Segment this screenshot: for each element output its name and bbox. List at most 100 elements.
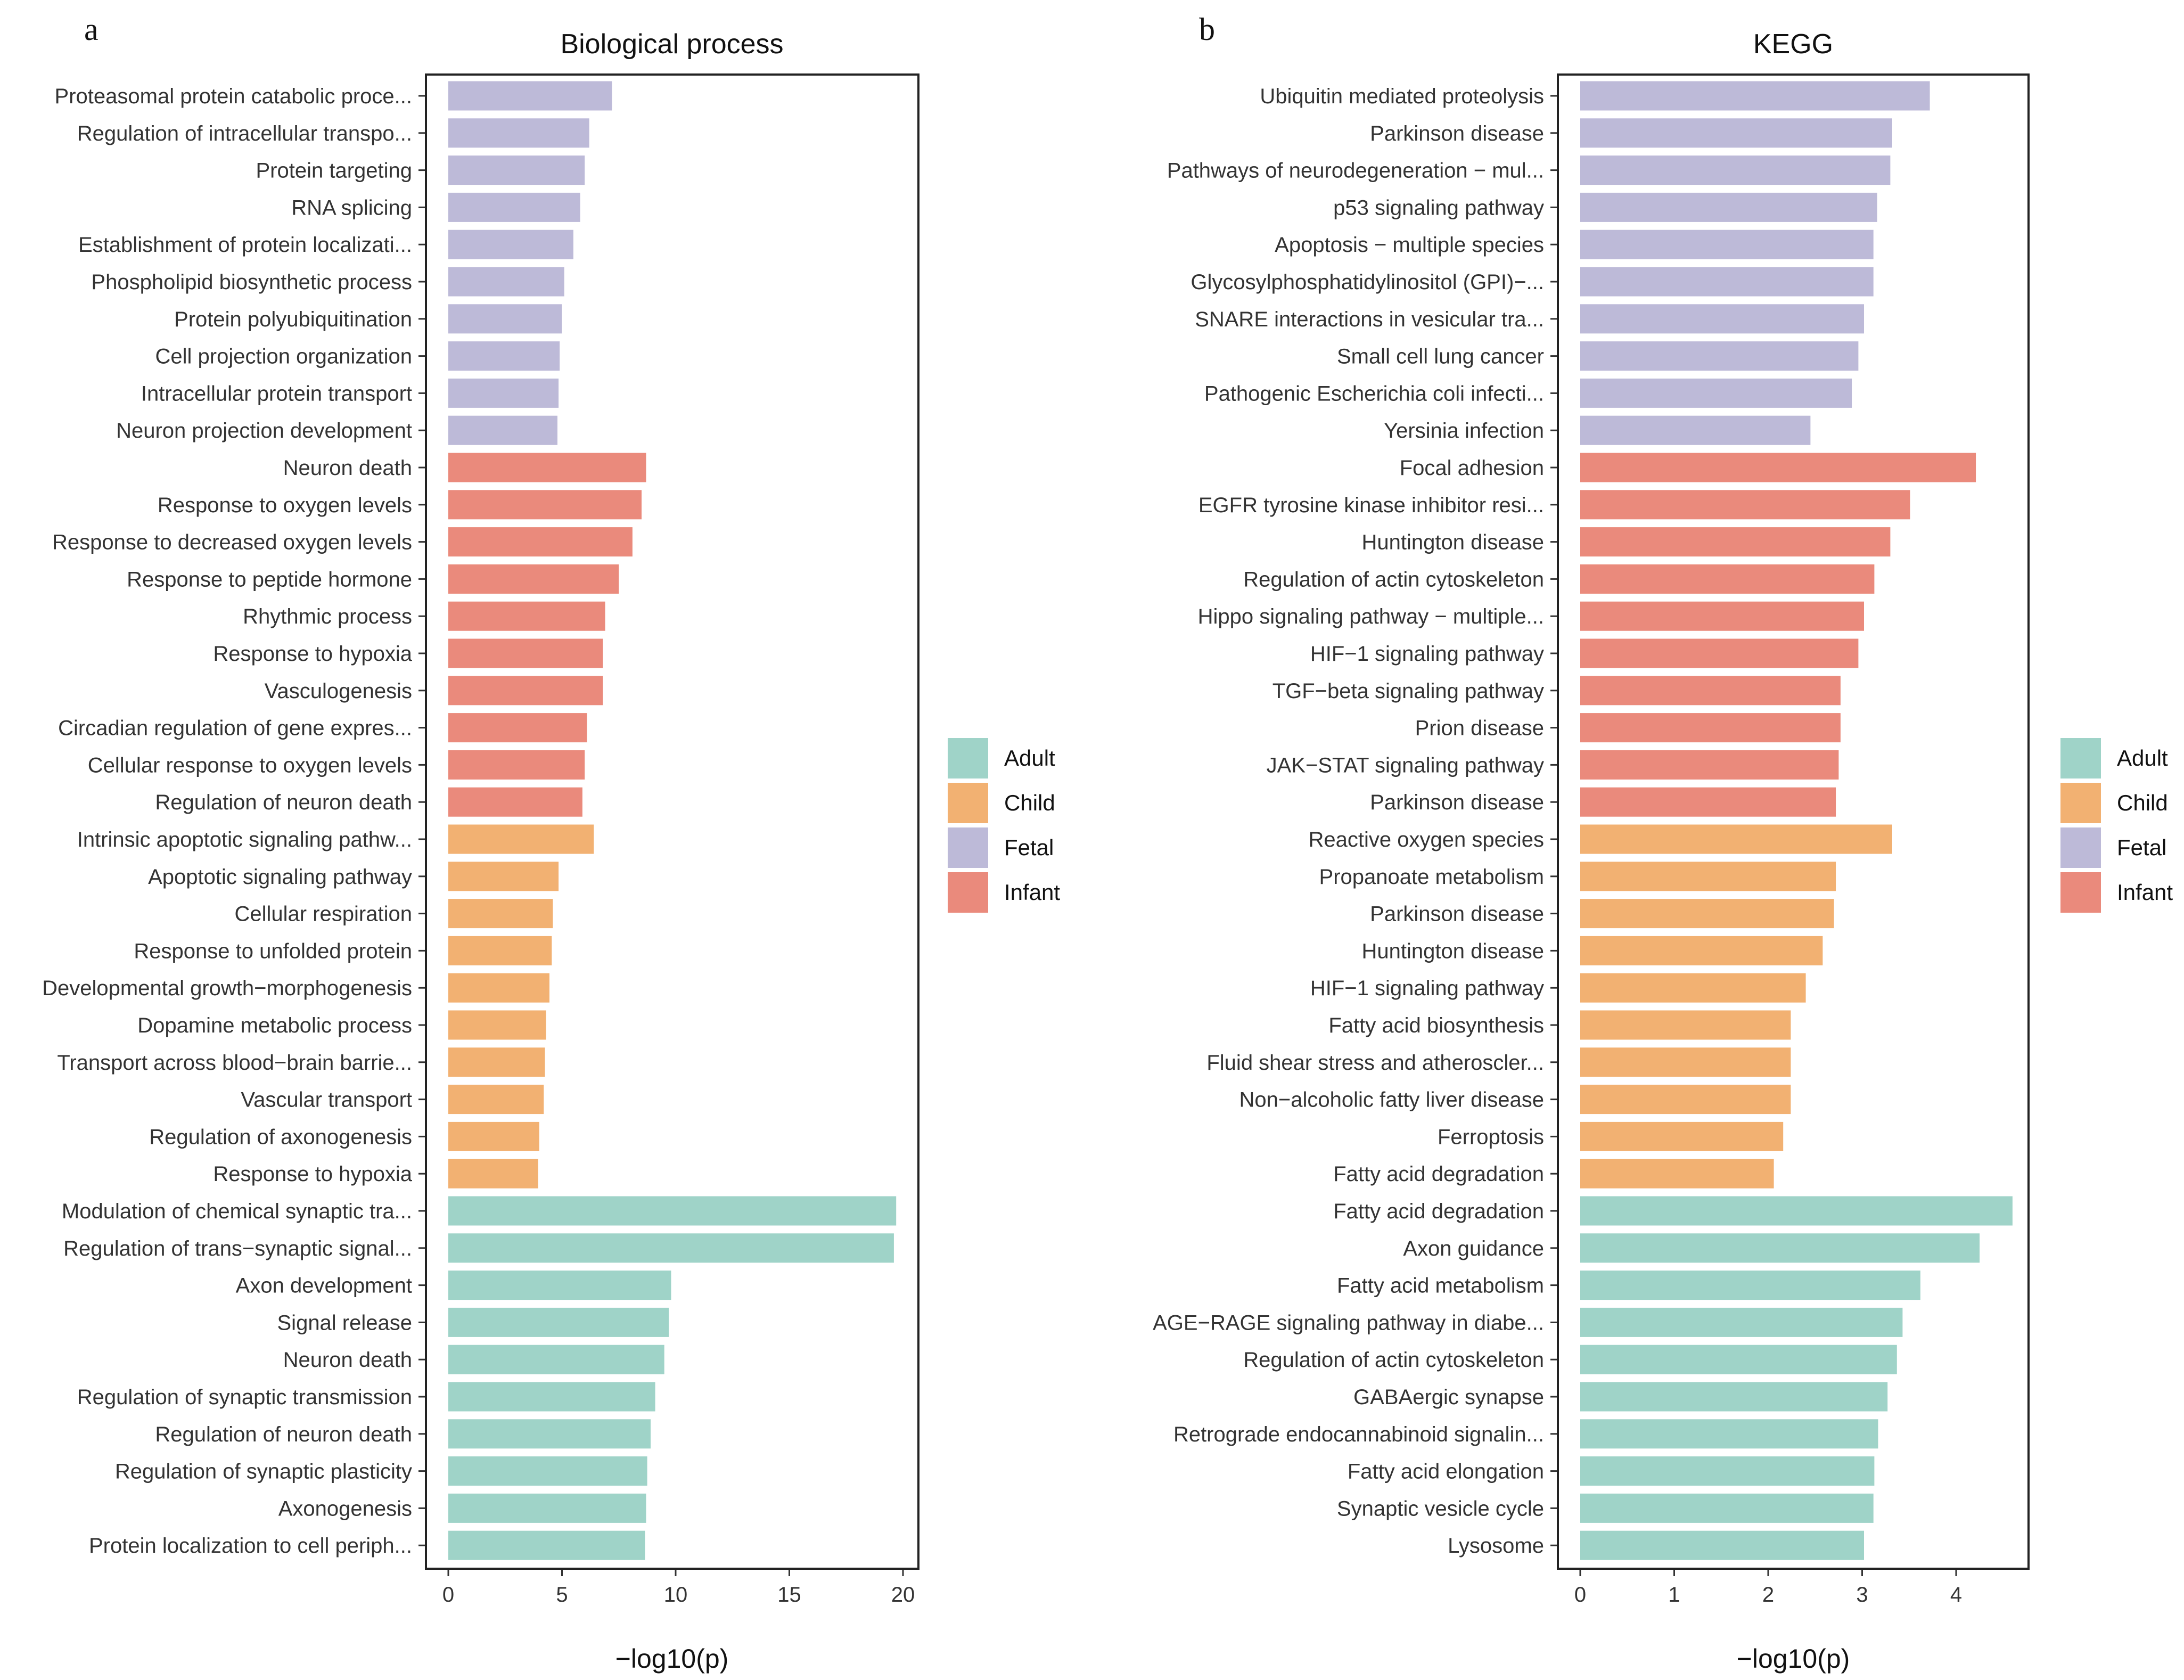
bar-b-26 (1580, 1047, 1791, 1077)
legend-swatch-adult-a (948, 738, 988, 778)
bar-a-25 (448, 1010, 546, 1040)
bar-a-35 (448, 1382, 655, 1412)
x-tick-label-b-0: 0 (1574, 1583, 1586, 1607)
category-labels-a: Proteasomal protein catabolic proce... Re… (42, 85, 426, 1558)
category-label-b-28: Ferroptosis (1438, 1125, 1544, 1149)
x-ticks-b: 0 1 2 3 4 (1574, 1569, 1962, 1607)
bar-b-4 (1580, 230, 1874, 259)
x-axis-title-b: −log10(p) (1737, 1644, 1850, 1674)
bar-b-36 (1580, 1419, 1878, 1449)
x-tick-label-a-1: 5 (556, 1583, 568, 1607)
bar-a-5 (448, 267, 564, 297)
category-label-b-25: Fatty acid biosynthesis (1328, 1014, 1544, 1037)
category-label-a-12: Response to decreased oxygen levels (52, 531, 412, 554)
category-label-b-39: Lysosome (1448, 1534, 1544, 1558)
category-label-a-25: Dopamine metabolic process (137, 1014, 412, 1037)
bar-a-21 (448, 862, 559, 891)
category-label-b-17: Prion disease (1415, 717, 1544, 740)
category-label-a-17: Circadian regulation of gene expres... (58, 717, 412, 740)
category-label-b-21: Propanoate metabolism (1319, 865, 1544, 889)
x-axis-title-a: −log10(p) (615, 1644, 729, 1674)
bar-b-9 (1580, 415, 1811, 445)
category-label-a-20: Intrinsic apoptotic signaling pathw... (77, 828, 412, 851)
x-ticks-a: 0 5 10 15 20 (442, 1569, 915, 1607)
category-label-b-7: Small cell lung cancer (1337, 345, 1544, 368)
category-label-b-13: Regulation of actin cytoskeleton (1243, 568, 1544, 591)
bar-b-7 (1580, 341, 1859, 371)
category-label-b-15: HIF−1 signaling pathway (1310, 642, 1544, 666)
category-label-a-35: Regulation of synaptic transmission (77, 1386, 412, 1409)
legend-a: Adult Child Fetal Infant (948, 738, 1060, 913)
bar-b-13 (1580, 564, 1875, 594)
bar-a-36 (448, 1419, 651, 1449)
bar-b-24 (1580, 973, 1806, 1003)
bar-b-5 (1580, 267, 1874, 297)
category-label-b-19: Parkinson disease (1370, 791, 1544, 814)
panel-b-chart: b KEGG Ubiquitin mediated proteolysis Par… (1153, 12, 2173, 1674)
bar-a-12 (448, 527, 633, 557)
bar-b-17 (1580, 713, 1841, 743)
category-label-a-36: Regulation of neuron death (155, 1423, 412, 1446)
bar-b-33 (1580, 1307, 1903, 1337)
category-label-b-3: p53 signaling pathway (1333, 196, 1544, 219)
x-tick-label-a-2: 10 (664, 1583, 688, 1607)
x-tick-label-b-2: 2 (1762, 1583, 1774, 1607)
bar-a-33 (448, 1307, 669, 1337)
bar-a-8 (448, 378, 559, 408)
legend-b: Adult Child Fetal Infant (2060, 738, 2173, 913)
legend-swatch-child-a (948, 783, 988, 823)
category-label-a-27: Vascular transport (241, 1088, 412, 1112)
category-label-b-35: GABAergic synapse (1353, 1386, 1544, 1409)
category-label-a-19: Regulation of neuron death (155, 791, 412, 814)
bar-a-18 (448, 750, 585, 780)
category-label-a-32: Axon development (236, 1274, 412, 1298)
category-label-a-8: Intracellular protein transport (141, 382, 412, 405)
category-label-a-7: Cell projection organization (155, 345, 413, 368)
category-label-b-33: AGE−RAGE signaling pathway in diabe... (1153, 1311, 1544, 1334)
legend-label-infant-a: Infant (1004, 880, 1060, 905)
bar-a-31 (448, 1233, 894, 1263)
bar-b-35 (1580, 1382, 1888, 1412)
chart-title-a: Biological process (560, 29, 783, 60)
category-label-b-1: Parkinson disease (1370, 122, 1544, 145)
category-label-a-4: Establishment of protein localizati... (78, 233, 412, 257)
category-label-a-15: Response to hypoxia (213, 642, 412, 666)
bar-b-23 (1580, 936, 1823, 965)
legend-label-child-a: Child (1004, 790, 1055, 815)
bar-a-15 (448, 638, 603, 668)
bar-a-29 (448, 1159, 538, 1189)
category-label-b-11: EGFR tyrosine kinase inhibitor resi... (1198, 494, 1544, 517)
category-label-a-38: Axonogenesis (278, 1497, 412, 1520)
category-label-b-27: Non−alcoholic fatty liver disease (1239, 1088, 1544, 1112)
bar-a-13 (448, 564, 619, 594)
plot-frame-a (425, 73, 919, 1570)
category-label-b-2: Pathways of neurodegeneration − mul... (1167, 159, 1544, 183)
category-label-a-28: Regulation of axonogenesis (149, 1125, 412, 1149)
legend-swatch-adult-b (2060, 738, 2101, 778)
bar-a-17 (448, 713, 587, 743)
bar-b-15 (1580, 638, 1859, 668)
category-label-b-4: Apoptosis − multiple species (1275, 233, 1544, 257)
bar-a-34 (448, 1345, 664, 1374)
category-label-b-8: Pathogenic Escherichia coli infecti... (1204, 382, 1544, 405)
legend-swatch-fetal-a (948, 827, 988, 868)
category-label-a-39: Protein localization to cell periph... (89, 1534, 412, 1558)
bar-a-9 (448, 415, 557, 445)
bar-b-25 (1580, 1010, 1791, 1040)
category-label-a-14: Rhythmic process (243, 605, 412, 628)
category-label-b-30: Fatty acid degradation (1333, 1200, 1544, 1223)
bar-b-8 (1580, 378, 1852, 408)
category-label-b-12: Huntington disease (1362, 531, 1544, 554)
bar-a-10 (448, 453, 646, 482)
category-labels-b: Ubiquitin mediated proteolysis Parkinson … (1153, 85, 1558, 1558)
legend-label-infant-b: Infant (2117, 880, 2173, 905)
category-label-b-26: Fluid shear stress and atheroscler­... (1206, 1051, 1544, 1075)
category-label-b-18: JAK−STAT signaling pathway (1267, 753, 1544, 777)
bar-a-30 (448, 1196, 897, 1226)
bar-b-19 (1580, 787, 1836, 817)
category-label-b-10: Focal adhesion (1400, 456, 1544, 480)
bar-a-39 (448, 1530, 645, 1560)
bar-a-19 (448, 787, 582, 817)
category-label-a-11: Response to oxygen levels (158, 494, 412, 517)
